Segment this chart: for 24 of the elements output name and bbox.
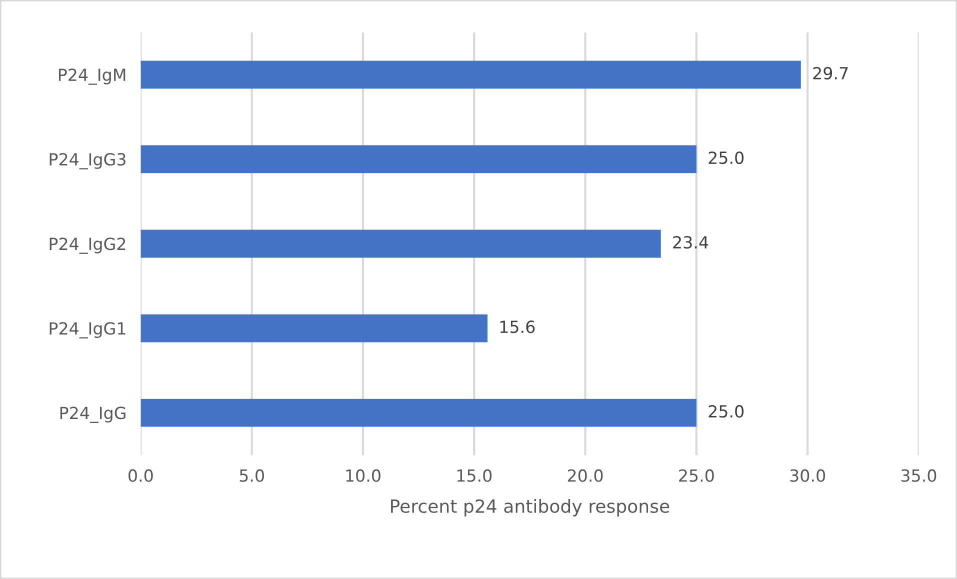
x-tick-label: 0.0 — [128, 469, 153, 482]
data-label: 25.0 — [708, 405, 744, 418]
x-tick-label: 15.0 — [457, 469, 492, 482]
x-tick-label: 10.0 — [346, 469, 380, 482]
x-axis-title: Percent p24 antibody response — [391, 499, 670, 516]
data-label: 23.4 — [673, 236, 708, 249]
y-tick-label: P24_IgM — [58, 68, 126, 85]
bar — [140, 314, 488, 342]
x-tick-label: 30.0 — [790, 469, 826, 482]
bar — [140, 60, 801, 89]
y-tick-label: P24_IgG1 — [50, 322, 126, 338]
bar — [140, 230, 661, 258]
y-tick-label: P24_IgG — [60, 406, 126, 423]
x-tick-label: 20.0 — [568, 469, 603, 482]
data-label: 25.0 — [708, 151, 744, 164]
data-label: 15.6 — [500, 320, 535, 334]
y-tick-label: P24_IgG2 — [50, 238, 126, 254]
x-tick-label: 25.0 — [679, 469, 714, 482]
y-tick-label: P24_IgG3 — [50, 153, 126, 170]
x-tick-label: 5.0 — [240, 469, 264, 482]
data-label: 29.7 — [813, 66, 848, 80]
bar — [140, 398, 696, 427]
x-tick-label: 35.0 — [901, 469, 936, 482]
bar — [140, 145, 696, 174]
